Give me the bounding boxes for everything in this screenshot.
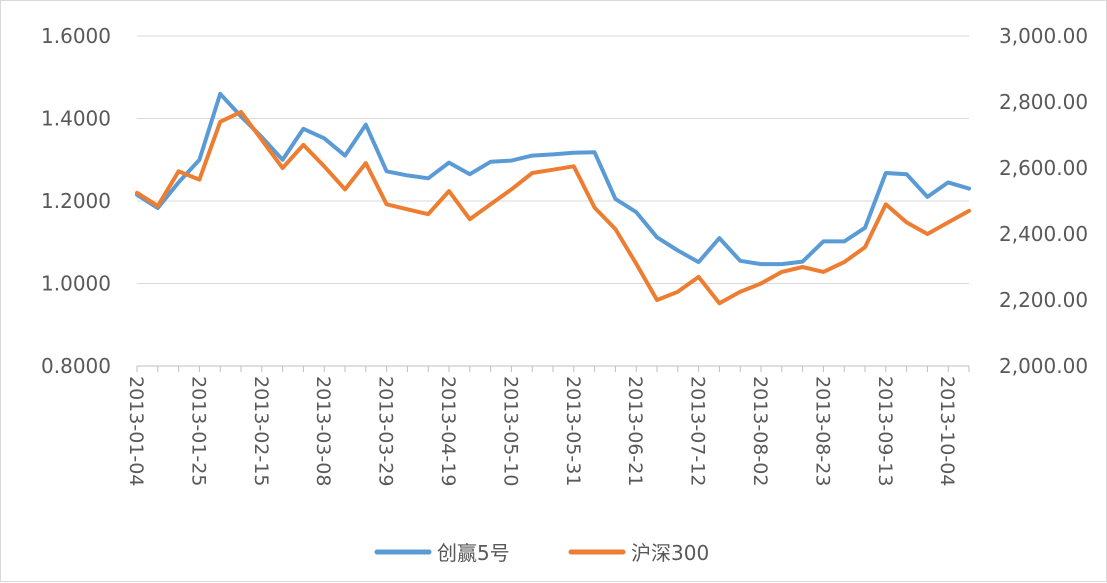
right-tick-label: 2,200.00 (999, 288, 1088, 312)
x-tick-label: 2013-07-12 (687, 376, 709, 486)
legend: 创赢5号 沪深300 (374, 541, 709, 565)
legend-label: 创赢5号 (437, 541, 510, 565)
series-line-1 (135, 91, 971, 267)
right-tick-label: 2,400.00 (999, 222, 1088, 246)
x-tick-label: 2013-10-04 (936, 376, 958, 486)
x-tick-label: 2013-04-19 (437, 376, 459, 486)
x-tick-label: 2013-03-08 (312, 376, 334, 486)
left-y-axis: 1.6000 1.4000 1.2000 1.0000 0.8000 (41, 24, 111, 378)
series-lines (135, 91, 971, 306)
x-tick-label: 2013-05-31 (562, 376, 584, 486)
left-tick-label: 1.0000 (41, 272, 111, 296)
x-tick-label: 2013-08-23 (811, 376, 833, 486)
right-tick-label: 3,000.00 (999, 24, 1088, 48)
x-tick-label: 2013-09-13 (874, 376, 896, 486)
gridlines (137, 35, 969, 367)
left-tick-label: 1.2000 (41, 189, 111, 213)
x-tick-label: 2013-03-29 (375, 376, 397, 486)
right-tick-label: 2,800.00 (999, 90, 1088, 114)
x-tick-label: 2013-01-04 (125, 376, 147, 486)
right-tick-label: 2,600.00 (999, 156, 1088, 180)
x-tick-label: 2013-06-21 (624, 376, 646, 486)
legend-label: 沪深300 (631, 541, 709, 565)
left-tick-label: 1.4000 (41, 107, 111, 131)
x-tick-label: 2013-05-10 (499, 376, 521, 486)
x-tick-label: 2013-02-15 (250, 376, 272, 486)
right-tick-label: 2,000.00 (999, 354, 1088, 378)
x-axis: 2013-01-04 2013-01-25 2013-02-15 2013-03-08… (125, 366, 970, 486)
series-line-2 (135, 109, 971, 306)
x-tick-label: 2013-01-25 (187, 376, 209, 486)
x-tick-label: 2013-08-02 (749, 376, 771, 486)
left-tick-label: 0.8000 (41, 354, 111, 378)
right-y-axis: 3,000.00 2,800.00 2,600.00 2,400.00 2,200.00… (999, 24, 1088, 378)
left-tick-label: 1.6000 (41, 24, 111, 48)
